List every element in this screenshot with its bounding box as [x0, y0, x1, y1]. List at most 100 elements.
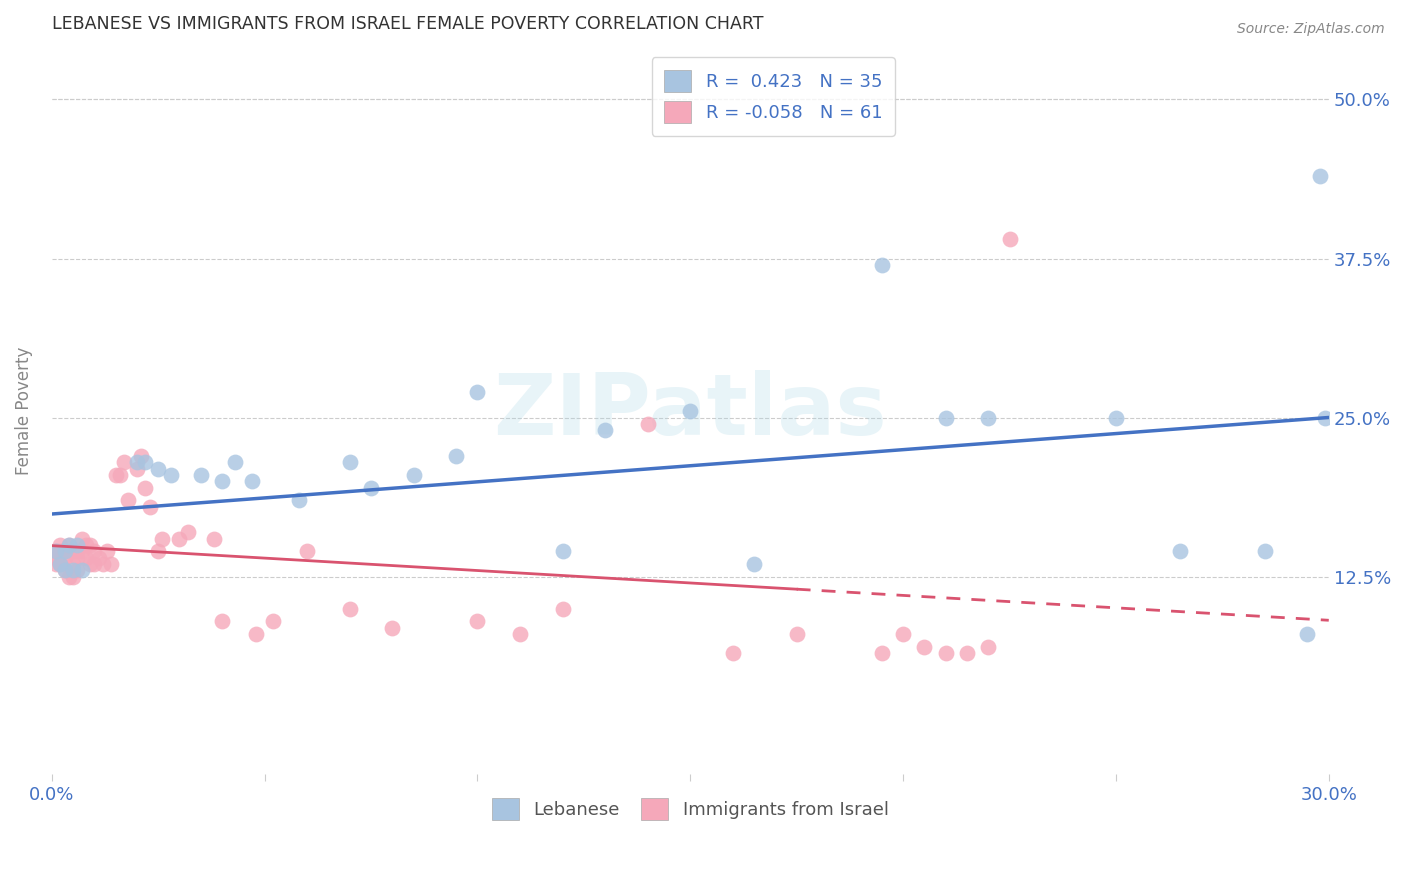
Point	[998, 232, 1021, 246]
Point	[891, 627, 914, 641]
Point	[83, 557, 105, 571]
Point	[53, 544, 76, 558]
Point	[1105, 410, 1128, 425]
Point	[152, 532, 174, 546]
Point	[75, 550, 97, 565]
Point	[202, 532, 225, 546]
Point	[49, 557, 72, 571]
Point	[58, 538, 80, 552]
Point	[240, 475, 263, 489]
Point	[53, 563, 76, 577]
Point	[444, 449, 467, 463]
Point	[125, 461, 148, 475]
Point	[467, 615, 489, 629]
Point	[1296, 627, 1319, 641]
Point	[66, 538, 89, 552]
Point	[104, 467, 127, 482]
Point	[160, 467, 183, 482]
Point	[45, 544, 67, 558]
Point	[125, 455, 148, 469]
Point	[100, 557, 122, 571]
Point	[108, 467, 131, 482]
Legend: Lebanese, Immigrants from Israel: Lebanese, Immigrants from Israel	[485, 790, 896, 827]
Point	[935, 410, 957, 425]
Point	[295, 544, 318, 558]
Point	[190, 467, 212, 482]
Point	[49, 538, 72, 552]
Point	[551, 601, 574, 615]
Point	[96, 544, 118, 558]
Point	[53, 550, 76, 565]
Point	[509, 627, 531, 641]
Point	[45, 557, 67, 571]
Point	[1254, 544, 1277, 558]
Point	[177, 525, 200, 540]
Point	[79, 557, 101, 571]
Point	[45, 544, 67, 558]
Point	[134, 455, 156, 469]
Point	[62, 557, 84, 571]
Point	[721, 646, 744, 660]
Point	[245, 627, 267, 641]
Point	[467, 385, 489, 400]
Point	[870, 646, 893, 660]
Point	[53, 563, 76, 577]
Point	[66, 544, 89, 558]
Point	[977, 410, 1000, 425]
Text: ZIPatlas: ZIPatlas	[494, 370, 887, 453]
Point	[381, 621, 404, 635]
Point	[49, 544, 72, 558]
Point	[786, 627, 808, 641]
Point	[70, 532, 93, 546]
Point	[129, 449, 152, 463]
Point	[62, 570, 84, 584]
Point	[262, 615, 284, 629]
Point	[912, 640, 935, 654]
Point	[956, 646, 979, 660]
Point	[87, 550, 110, 565]
Point	[134, 481, 156, 495]
Point	[70, 544, 93, 558]
Point	[1168, 544, 1191, 558]
Point	[935, 646, 957, 660]
Point	[287, 493, 309, 508]
Point	[91, 557, 114, 571]
Point	[58, 570, 80, 584]
Point	[593, 423, 616, 437]
Point	[339, 455, 361, 469]
Text: Source: ZipAtlas.com: Source: ZipAtlas.com	[1237, 22, 1385, 37]
Point	[637, 417, 659, 431]
Point	[58, 538, 80, 552]
Point	[339, 601, 361, 615]
Point	[117, 493, 139, 508]
Point	[679, 404, 702, 418]
Point	[79, 538, 101, 552]
Point	[1313, 410, 1336, 425]
Point	[53, 544, 76, 558]
Point	[169, 532, 191, 546]
Point	[62, 544, 84, 558]
Point	[870, 258, 893, 272]
Point	[146, 461, 169, 475]
Point	[112, 455, 135, 469]
Point	[211, 615, 233, 629]
Point	[62, 563, 84, 577]
Point	[138, 500, 160, 514]
Point	[45, 550, 67, 565]
Point	[360, 481, 382, 495]
Point	[402, 467, 425, 482]
Point	[70, 563, 93, 577]
Point	[49, 557, 72, 571]
Point	[1309, 169, 1331, 183]
Point	[75, 538, 97, 552]
Point	[211, 475, 233, 489]
Point	[551, 544, 574, 558]
Point	[83, 544, 105, 558]
Point	[224, 455, 246, 469]
Text: LEBANESE VS IMMIGRANTS FROM ISRAEL FEMALE POVERTY CORRELATION CHART: LEBANESE VS IMMIGRANTS FROM ISRAEL FEMAL…	[52, 15, 763, 33]
Point	[742, 557, 765, 571]
Point	[977, 640, 1000, 654]
Point	[66, 550, 89, 565]
Point	[66, 563, 89, 577]
Point	[146, 544, 169, 558]
